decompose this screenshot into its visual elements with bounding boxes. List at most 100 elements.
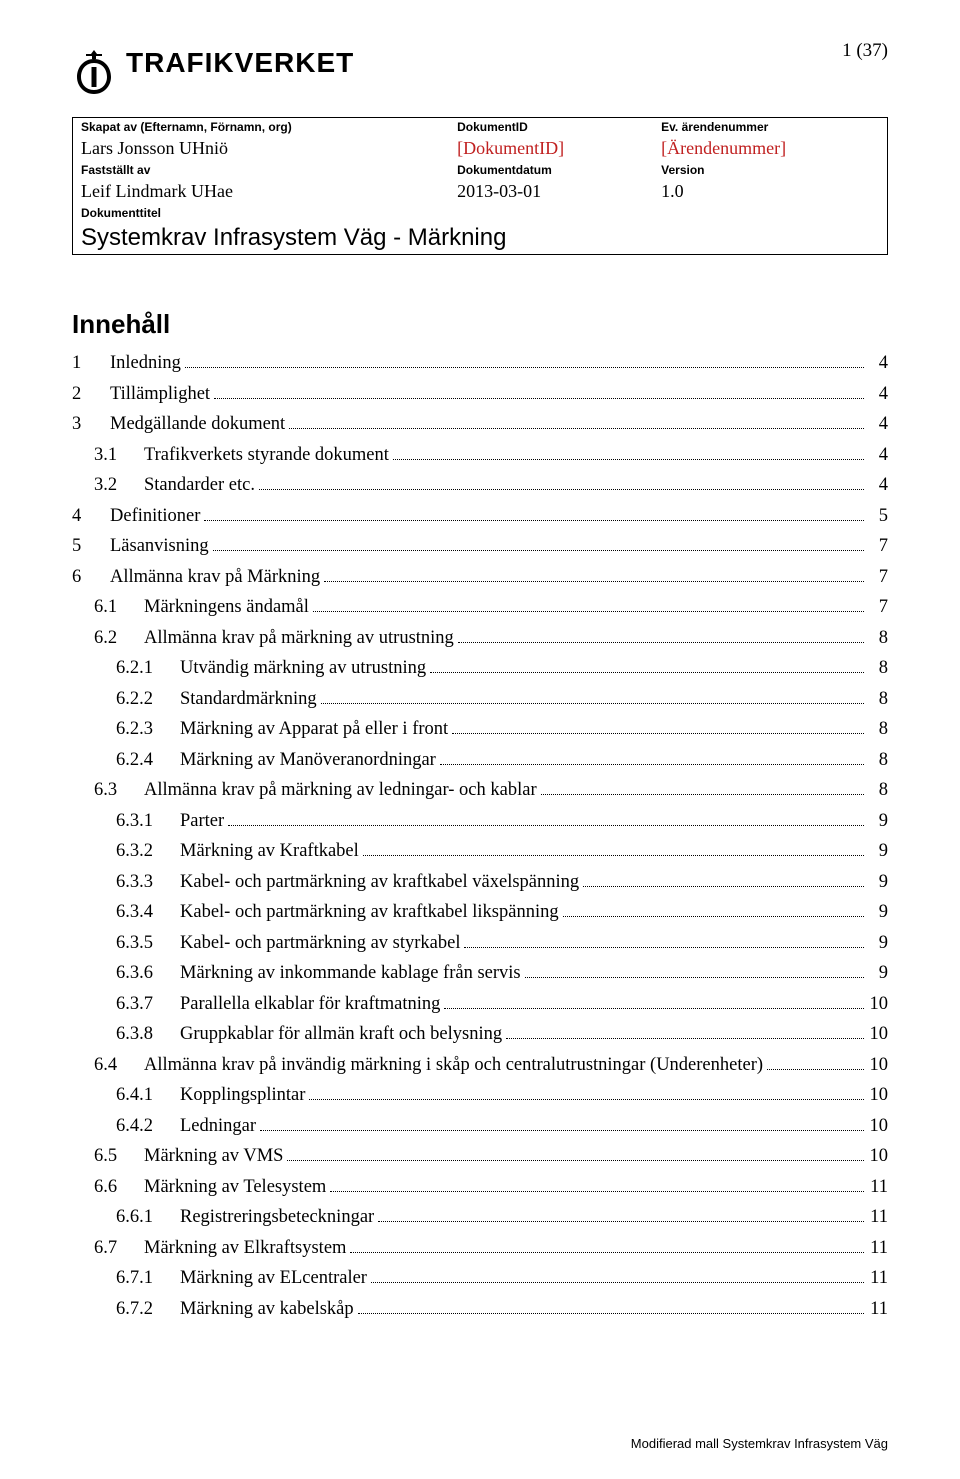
toc-entry[interactable]: 6.2.3Märkning av Apparat på eller i fron… xyxy=(72,714,888,745)
toc-leader xyxy=(583,886,864,887)
toc-number: 6.6 xyxy=(94,1172,144,1203)
toc-number: 6.7 xyxy=(94,1233,144,1264)
toc-text: Gruppkablar för allmän kraft och belysni… xyxy=(180,1019,502,1050)
toc-entry[interactable]: 6.7.1Märkning av ELcentraler11 xyxy=(72,1263,888,1294)
toc-page: 11 xyxy=(868,1233,888,1264)
info-label: DokumentID xyxy=(449,118,653,136)
toc-text: Trafikverkets styrande dokument xyxy=(144,440,389,471)
toc-entry[interactable]: 4Definitioner 5 xyxy=(72,501,888,532)
toc-entry[interactable]: 6.4Allmänna krav på invändig märkning i … xyxy=(72,1050,888,1081)
toc-leader xyxy=(228,825,864,826)
logo-text: TRAFIKVERKET xyxy=(126,48,354,79)
toc-number: 6 xyxy=(72,562,110,593)
toc-number: 6.2.2 xyxy=(116,684,180,715)
toc-text: Allmänna krav på Märkning xyxy=(110,562,320,593)
info-box: Skapat av (Efternamn, Förnamn, org) Doku… xyxy=(72,117,888,255)
toc-entry[interactable]: 2Tillämplighet4 xyxy=(72,379,888,410)
toc-page: 8 xyxy=(868,775,888,806)
toc-entry[interactable]: 6Allmänna krav på Märkning 7 xyxy=(72,562,888,593)
table-of-contents: 1Inledning42Tillämplighet43Medgällande d… xyxy=(72,348,888,1325)
toc-entry[interactable]: 6.3.2Märkning av Kraftkabel9 xyxy=(72,836,888,867)
toc-text: Märkning av Elkraftsystem xyxy=(144,1233,346,1264)
toc-text: Definitioner xyxy=(110,501,200,532)
toc-entry[interactable]: 6.3.1Parter9 xyxy=(72,806,888,837)
toc-entry[interactable]: 6.3.7Parallella elkablar för kraftmatnin… xyxy=(72,989,888,1020)
toc-text: Märkning av Telesystem xyxy=(144,1172,326,1203)
toc-entry[interactable]: 6.4.1Kopplingsplintar10 xyxy=(72,1080,888,1111)
toc-entry[interactable]: 6.3.6Märkning av inkommande kablage från… xyxy=(72,958,888,989)
toc-entry[interactable]: 6.2.2Standardmärkning 8 xyxy=(72,684,888,715)
toc-page: 9 xyxy=(868,897,888,928)
toc-page: 10 xyxy=(868,1080,888,1111)
toc-number: 6.2.4 xyxy=(116,745,180,776)
toc-entry[interactable]: 6.3.5Kabel- och partmärkning av styrkabe… xyxy=(72,928,888,959)
toc-leader xyxy=(287,1160,864,1161)
toc-entry[interactable]: 6.2.1Utvändig märkning av utrustning8 xyxy=(72,653,888,684)
toc-page: 8 xyxy=(868,684,888,715)
toc-entry[interactable]: 6.3.4Kabel- och partmärkning av kraftkab… xyxy=(72,897,888,928)
toc-entry[interactable]: 6.3Allmänna krav på märkning av ledninga… xyxy=(72,775,888,806)
toc-text: Registreringsbeteckningar xyxy=(180,1202,374,1233)
toc-leader xyxy=(563,916,864,917)
toc-number: 6.3.6 xyxy=(116,958,180,989)
toc-number: 6.3.3 xyxy=(116,867,180,898)
toc-entry[interactable]: 6.3.3Kabel- och partmärkning av kraftkab… xyxy=(72,867,888,898)
toc-entry[interactable]: 5Läsanvisning7 xyxy=(72,531,888,562)
toc-entry[interactable]: 6.3.8Gruppkablar för allmän kraft och be… xyxy=(72,1019,888,1050)
toc-number: 6.6.1 xyxy=(116,1202,180,1233)
toc-page: 9 xyxy=(868,928,888,959)
toc-page: 5 xyxy=(868,501,888,532)
toc-entry[interactable]: 6.4.2Ledningar 10 xyxy=(72,1111,888,1142)
toc-number: 6.3.4 xyxy=(116,897,180,928)
toc-leader xyxy=(213,550,864,551)
toc-page: 8 xyxy=(868,623,888,654)
toc-text: Märkningens ändamål xyxy=(144,592,309,623)
toc-page: 10 xyxy=(868,1019,888,1050)
toc-number: 4 xyxy=(72,501,110,532)
toc-heading: Innehåll xyxy=(72,309,888,340)
toc-page: 10 xyxy=(868,1111,888,1142)
footer-text: Modifierad mall Systemkrav Infrasystem V… xyxy=(631,1436,888,1451)
toc-text: Kabel- och partmärkning av kraftkabel li… xyxy=(180,897,559,928)
toc-entry[interactable]: 6.6Märkning av Telesystem11 xyxy=(72,1172,888,1203)
toc-page: 11 xyxy=(868,1202,888,1233)
toc-entry[interactable]: 3.1Trafikverkets styrande dokument4 xyxy=(72,440,888,471)
info-label: Skapat av (Efternamn, Förnamn, org) xyxy=(73,118,449,136)
toc-leader xyxy=(541,794,864,795)
toc-entry[interactable]: 6.6.1Registreringsbeteckningar 11 xyxy=(72,1202,888,1233)
toc-leader xyxy=(324,581,864,582)
toc-leader xyxy=(767,1069,864,1070)
toc-leader xyxy=(350,1252,864,1253)
info-label: Fastställt av xyxy=(73,161,449,179)
toc-text: Standardmärkning xyxy=(180,684,317,715)
toc-entry[interactable]: 3Medgällande dokument4 xyxy=(72,409,888,440)
toc-leader xyxy=(393,459,864,460)
toc-text: Märkning av Manöveranordningar xyxy=(180,745,436,776)
toc-text: Ledningar xyxy=(180,1111,256,1142)
toc-number: 6.7.2 xyxy=(116,1294,180,1325)
toc-entry[interactable]: 6.7Märkning av Elkraftsystem 11 xyxy=(72,1233,888,1264)
toc-entry[interactable]: 6.2Allmänna krav på märkning av utrustni… xyxy=(72,623,888,654)
toc-leader xyxy=(458,642,864,643)
toc-text: Kabel- och partmärkning av styrkabel xyxy=(180,928,460,959)
toc-number: 6.4.2 xyxy=(116,1111,180,1142)
toc-page: 7 xyxy=(868,562,888,593)
toc-number: 3 xyxy=(72,409,110,440)
toc-entry[interactable]: 1Inledning4 xyxy=(72,348,888,379)
toc-leader xyxy=(506,1038,864,1039)
toc-number: 3.1 xyxy=(94,440,144,471)
toc-leader xyxy=(525,977,864,978)
toc-number: 2 xyxy=(72,379,110,410)
toc-text: Märkning av Kraftkabel xyxy=(180,836,359,867)
toc-entry[interactable]: 6.1Märkningens ändamål7 xyxy=(72,592,888,623)
toc-text: Märkning av VMS xyxy=(144,1141,283,1172)
toc-entry[interactable]: 6.2.4Märkning av Manöveranordningar8 xyxy=(72,745,888,776)
toc-page: 4 xyxy=(868,379,888,410)
toc-entry[interactable]: 6.5Märkning av VMS10 xyxy=(72,1141,888,1172)
toc-entry[interactable]: 6.7.2Märkning av kabelskåp11 xyxy=(72,1294,888,1325)
page: 1 (37) TRAFIKVERKET Skapat av (Efternamn… xyxy=(0,0,960,1479)
toc-leader xyxy=(452,733,864,734)
toc-entry[interactable]: 3.2Standarder etc.4 xyxy=(72,470,888,501)
toc-text: Kabel- och partmärkning av kraftkabel vä… xyxy=(180,867,579,898)
toc-page: 9 xyxy=(868,806,888,837)
